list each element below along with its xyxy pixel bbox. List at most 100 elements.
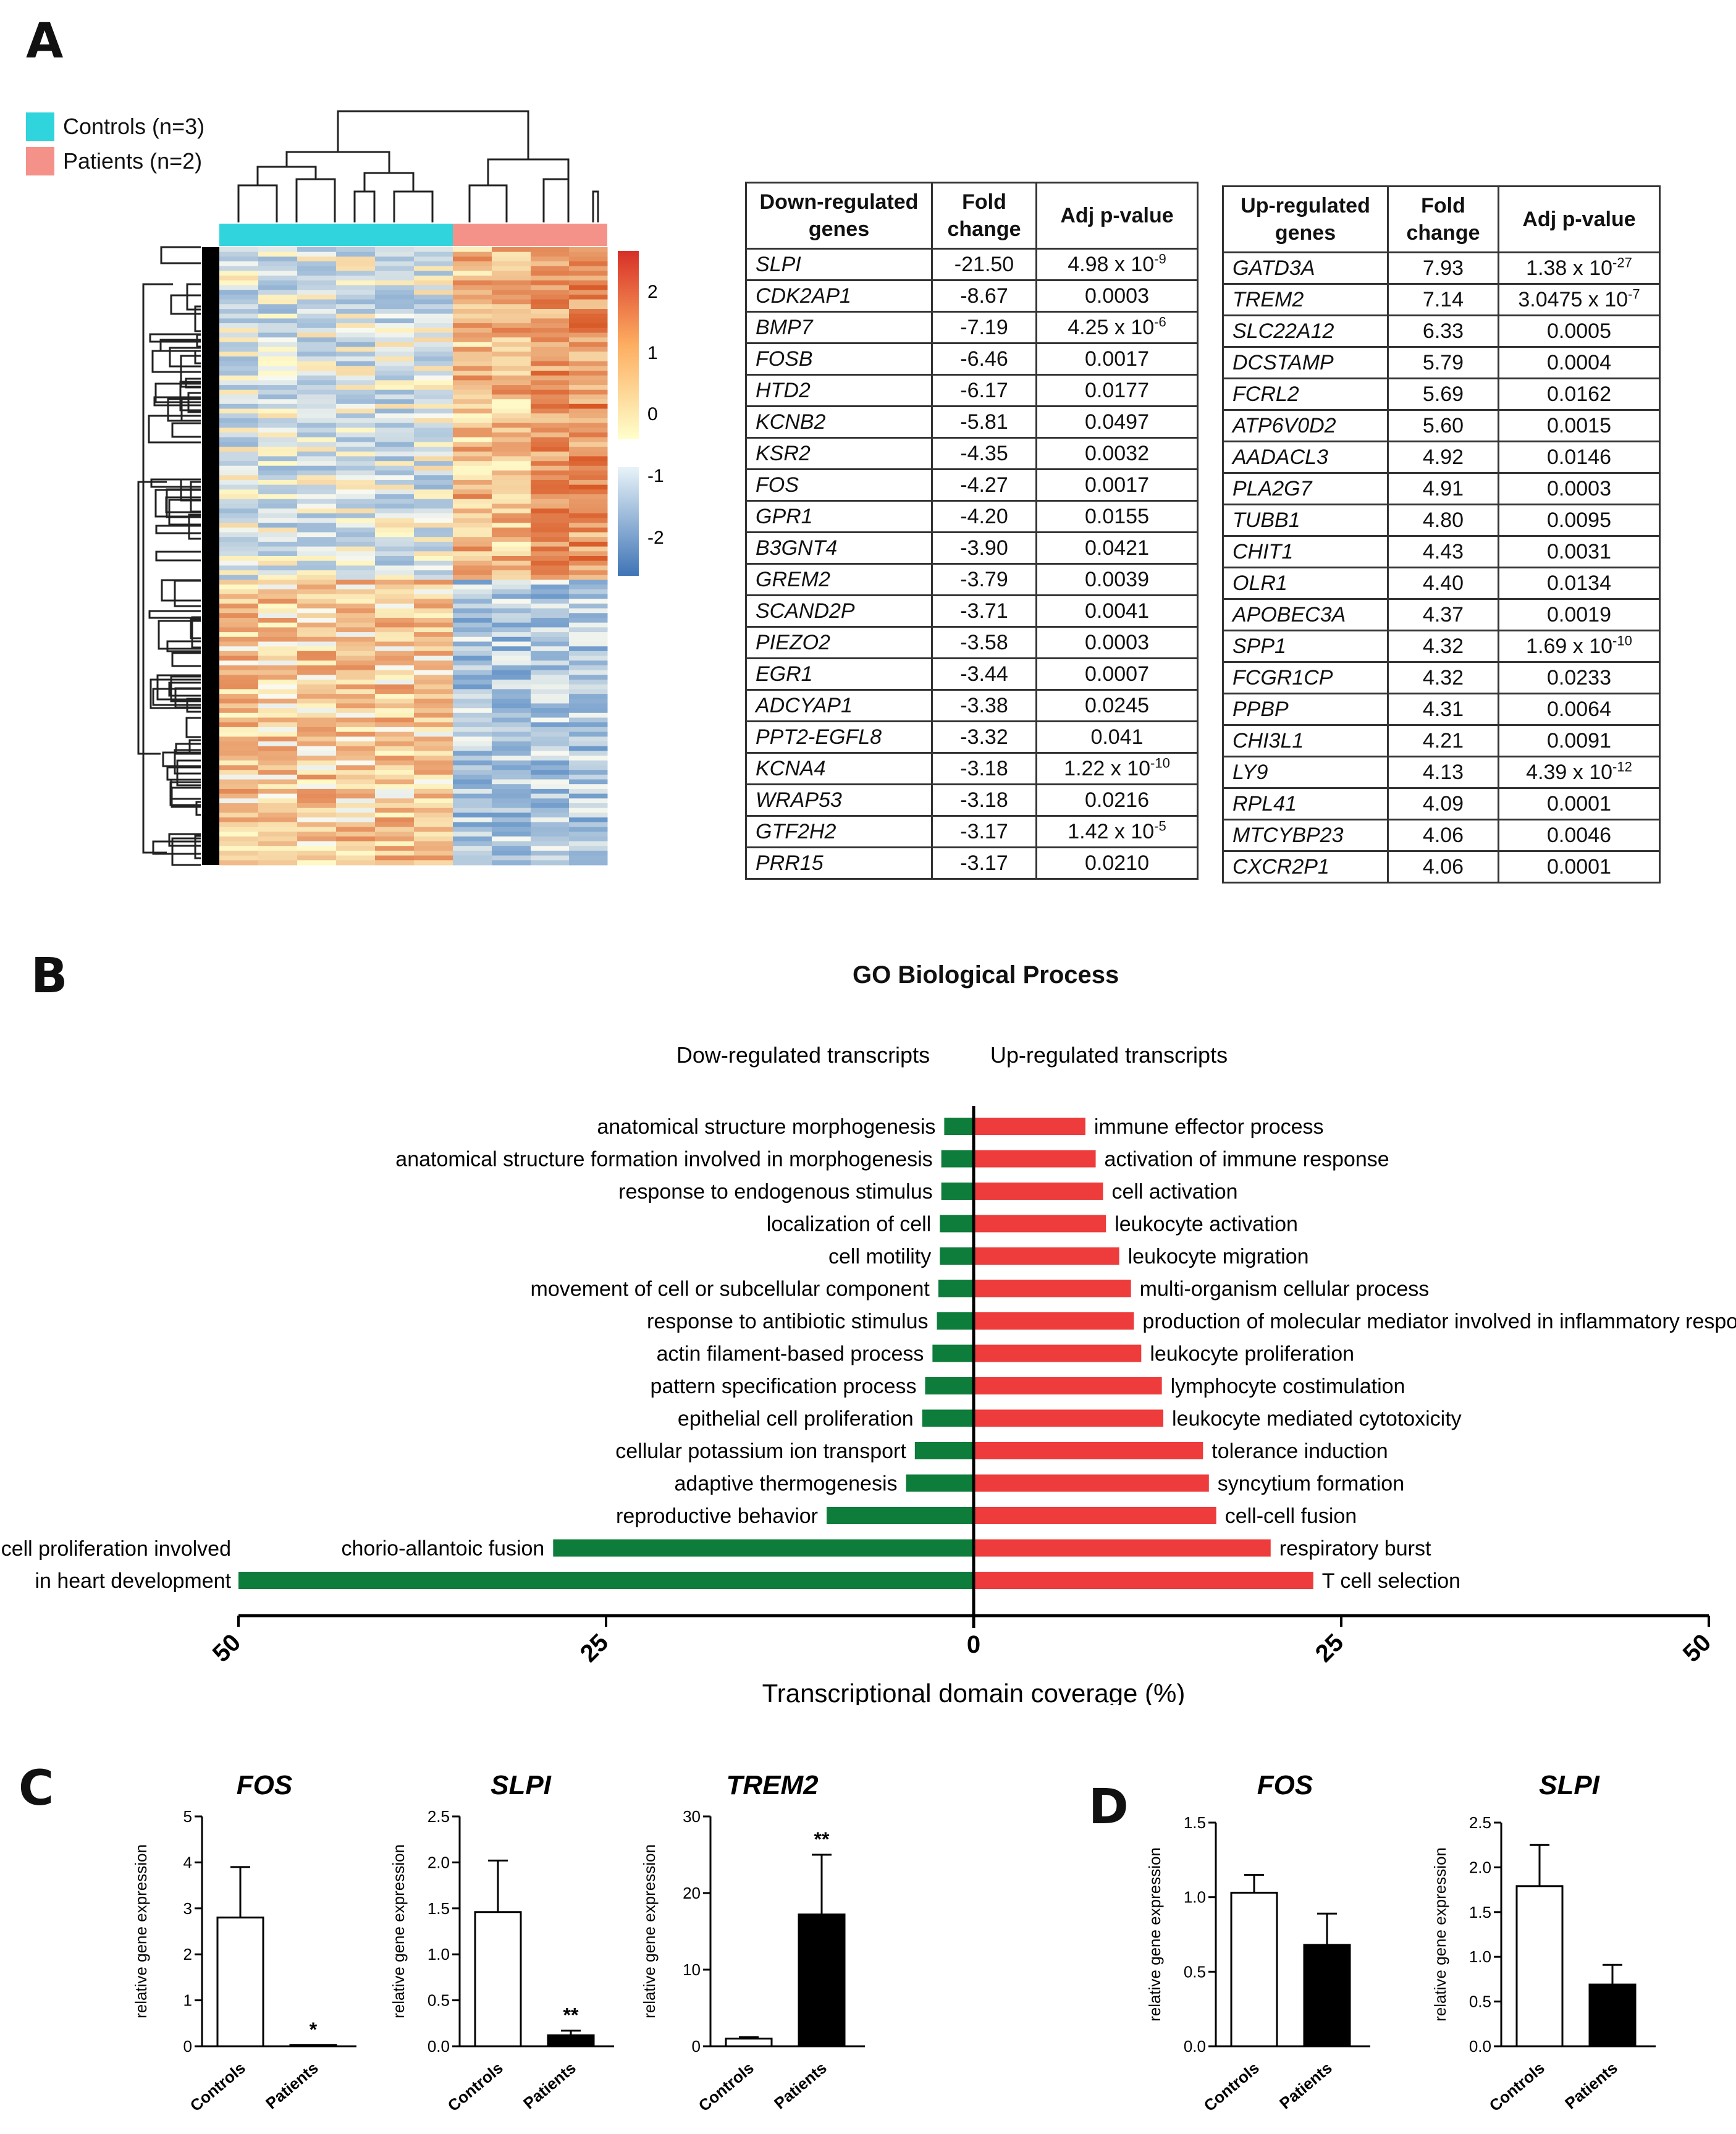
heatmap-cell xyxy=(414,399,453,405)
heatmap-cell xyxy=(297,765,337,770)
heatmap-cell xyxy=(258,798,298,804)
heatmap-cell xyxy=(336,632,376,638)
heatmap-cell xyxy=(258,256,298,262)
heatmap-cell xyxy=(336,722,376,728)
dendrogram-branch xyxy=(194,835,201,859)
y-tick-label: 1 xyxy=(183,1991,192,2010)
down-table-body: SLPI -21.50 4.98 x 10-9 CDK2AP1 -8.67 0.0003 B… xyxy=(745,248,1199,880)
dendrogram-branch xyxy=(142,283,173,854)
heatmap-cell xyxy=(492,342,531,347)
heatmap-cell xyxy=(414,541,453,547)
heatmap-cell xyxy=(336,508,376,514)
heatmap-cell xyxy=(219,632,259,638)
heatmap-cell xyxy=(569,465,608,471)
heatmap-cell xyxy=(492,717,531,723)
heatmap-cell xyxy=(492,646,531,652)
heatmap-cell xyxy=(531,698,570,704)
heatmap-cell xyxy=(492,294,531,300)
heatmap-cell xyxy=(336,584,376,590)
heatmap-cell xyxy=(375,694,415,699)
heatmap-cell xyxy=(375,584,415,590)
heatmap-cell xyxy=(375,855,415,861)
heatmap-cell xyxy=(297,299,337,305)
heatmap-cell xyxy=(219,256,259,262)
gene-name: APOBEC3A xyxy=(1222,598,1389,631)
go-chart-title: GO Biological Process xyxy=(853,961,1119,989)
y-tick-label: 0 xyxy=(183,2037,192,2056)
fold-change: -3.32 xyxy=(931,720,1037,754)
p-value-base: 0.0001 xyxy=(1547,792,1611,816)
y-axis-label: relative gene expression xyxy=(389,1844,408,2018)
heatmap-cell xyxy=(219,541,259,547)
heatmap-cell xyxy=(336,327,376,333)
heatmap-cell xyxy=(492,793,531,799)
heatmap-cell xyxy=(375,827,415,832)
heatmap-cell xyxy=(492,518,531,523)
bar-controls xyxy=(1515,1885,1564,2048)
heatmap-cell xyxy=(569,660,608,666)
heatmap-cell xyxy=(569,774,608,780)
heatmap-cell xyxy=(569,266,608,271)
heatmap-cell xyxy=(219,751,259,756)
heatmap-cell xyxy=(453,309,492,314)
y-tick-label: 1.5 xyxy=(1469,1903,1491,1921)
heatmap-cell xyxy=(414,850,453,856)
heatmap-cell xyxy=(414,717,453,723)
heatmap-cell xyxy=(569,746,608,751)
heatmap-cell xyxy=(569,570,608,576)
heatmap-cell xyxy=(258,584,298,590)
go-bar-down xyxy=(938,1280,974,1297)
heatmap-cell xyxy=(297,670,337,675)
heatmap-cell xyxy=(492,366,531,371)
heatmap-cell xyxy=(258,632,298,638)
heatmap-cell xyxy=(531,765,570,770)
dendrogram-branch xyxy=(237,184,278,222)
fold-change: 4.80 xyxy=(1387,504,1499,537)
heatmap-cell xyxy=(219,294,259,300)
heatmap-cell xyxy=(531,470,570,476)
heatmap-cell xyxy=(531,722,570,728)
heatmap-cell xyxy=(219,822,259,827)
go-bar-down xyxy=(940,1215,974,1233)
heatmap-cell xyxy=(336,656,376,661)
heatmap-cell xyxy=(258,251,298,257)
heatmap-cell xyxy=(219,456,259,462)
heatmap-cell xyxy=(258,855,298,861)
heatmap-cell xyxy=(336,712,376,718)
heatmap-cell xyxy=(531,675,570,680)
heatmap-cell xyxy=(219,347,259,352)
heatmap-cell xyxy=(453,660,492,666)
gene-name: SPP1 xyxy=(1222,630,1389,663)
heatmap-cell xyxy=(569,722,608,728)
heatmap-cell xyxy=(336,646,376,652)
heatmap-cell xyxy=(569,309,608,314)
heatmap-cell xyxy=(258,541,298,547)
dendrogram-branch xyxy=(185,377,201,389)
heatmap-cell xyxy=(219,603,259,609)
heatmap-cell xyxy=(219,366,259,371)
heatmap-cell xyxy=(375,636,415,642)
scale-tick-1: 1 xyxy=(647,343,658,363)
heatmap-cell xyxy=(453,394,492,400)
heatmap-cell xyxy=(569,456,608,462)
heatmap-cell xyxy=(569,836,608,841)
go-term-up: leukocyte proliferation xyxy=(1150,1343,1354,1366)
heatmap-cell xyxy=(569,352,608,357)
heatmap-cell xyxy=(297,613,337,618)
heatmap-cell xyxy=(297,770,337,775)
heatmap-cell xyxy=(336,380,376,386)
heatmap-cell xyxy=(414,698,453,704)
p-value-base: 0.0134 xyxy=(1547,571,1611,595)
heatmap-cell xyxy=(453,403,492,409)
heatmap-cell xyxy=(219,537,259,542)
heatmap-cell xyxy=(414,456,453,462)
go-term-up: lymphocyte costimulation xyxy=(1171,1375,1405,1398)
heatmap-cell xyxy=(492,489,531,495)
gene-name: SLPI xyxy=(745,248,933,281)
down-header-p: Adj p-value xyxy=(1035,182,1199,250)
panel-b-letter: B xyxy=(31,948,68,1004)
heatmap-cell xyxy=(258,560,298,566)
heatmap-cell xyxy=(258,546,298,552)
heatmap-cell xyxy=(414,309,453,314)
heatmap-cell xyxy=(375,479,415,486)
